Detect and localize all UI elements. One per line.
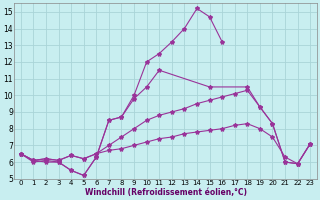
X-axis label: Windchill (Refroidissement éolien,°C): Windchill (Refroidissement éolien,°C): [84, 188, 246, 197]
